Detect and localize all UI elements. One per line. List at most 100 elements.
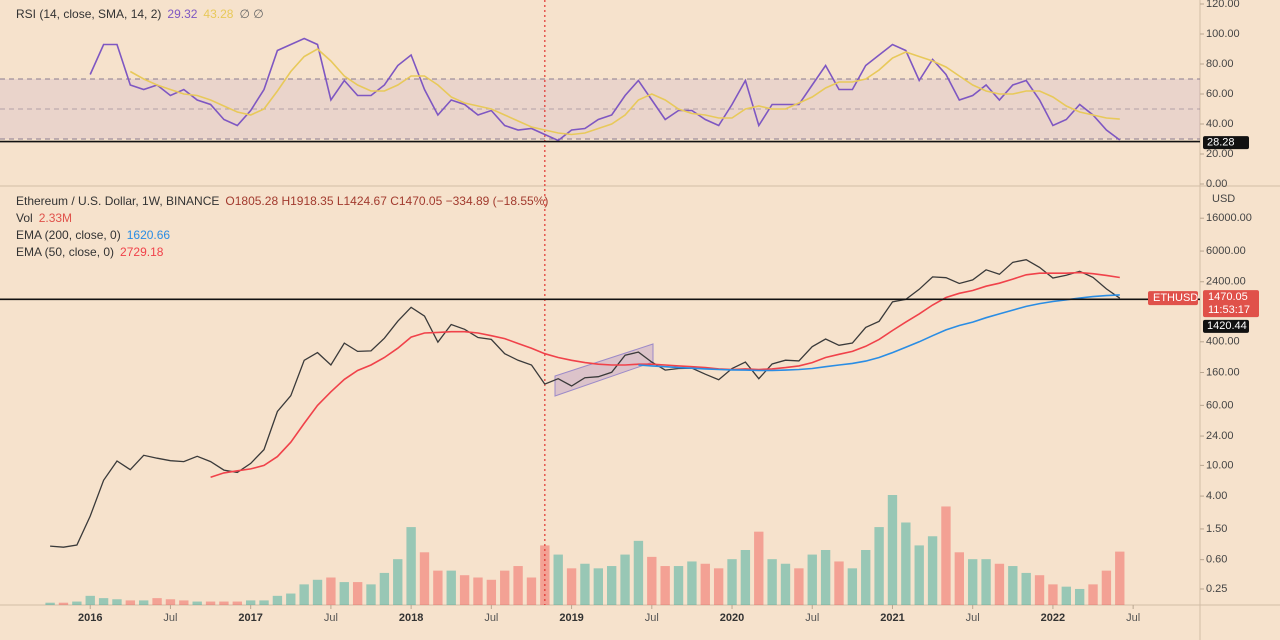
legend-entry: EMA (200, close, 0) 1620.66 [16,227,554,244]
volume-title: Vol [16,211,33,225]
volume-bar [887,495,898,605]
volume-bar [433,570,443,605]
x-tick-label: 2019 [559,612,583,624]
y-tick-label: 40.00 [1206,118,1234,130]
volume-bar [927,536,938,605]
volume-bar [700,563,710,605]
x-tick-label: Jul [1126,612,1140,624]
ema-legend: EMA (200, close, 0) 1620.66 EMA (50, close… [16,227,554,261]
volume-bar [901,522,911,605]
volume-bar [1101,570,1112,605]
price-axis-label: USD [1212,193,1235,205]
volume-bar [807,554,817,605]
volume-bar [459,575,470,605]
volume-bar [259,600,269,605]
volume-bar [406,527,416,605]
volume-bar [713,568,724,605]
volume-bar [1074,588,1085,605]
x-tick-label: 2016 [78,612,102,624]
volume-bar [673,566,684,605]
volume-bar [968,559,978,605]
volume-bar [352,582,363,605]
volume-bar [272,595,283,605]
symbol-title: Ethereum / U.S. Dollar, 1W, BINANCE [16,194,220,208]
y-tick-label: 80.00 [1206,58,1234,70]
volume-bar [834,561,844,605]
volume-bar [165,599,176,605]
x-tick-label: 2018 [399,612,423,624]
volume-bar [393,559,403,605]
volume-bar [339,582,349,605]
y-tick-label: 4.00 [1206,490,1227,502]
x-tick-label: Jul [484,612,498,624]
volume-bar [72,601,82,605]
symbol-tag-bg [1148,291,1198,306]
x-tick-label: Jul [163,612,177,624]
ohlc: O1805.28 H1918.35 L1424.67 C1470.05 −334… [225,194,549,208]
volume-bar [740,550,751,605]
volume-bar [941,506,951,605]
x-tick-label: Jul [645,612,659,624]
x-tick-label: Jul [966,612,980,624]
symbol-tag: ETHUSD [1153,292,1198,304]
plot-layer: 0.00 20.00 40.00 60.00 80.00 100.00 120.00 28.2… [0,0,1259,624]
y-tick-label: 20.00 [1206,148,1234,160]
y-tick-label: 120.00 [1206,0,1240,10]
volume-bar [152,598,162,605]
volume-bar [366,584,376,605]
y-tick-label: 24.00 [1206,430,1234,442]
volume-bar [914,545,924,605]
volume-bar [994,563,1005,605]
volume-bar [647,556,657,605]
volume-bar [981,559,991,605]
volume-bar [179,600,189,605]
volume-bar [45,602,55,605]
y-tick-label: 0.60 [1206,554,1227,566]
y-tick-label: 6000.00 [1206,245,1246,257]
hline-label: 28.28 [1207,136,1235,148]
volume-bar [580,563,590,605]
hline-label: 1420.44 [1207,320,1247,332]
volume-bar [820,550,831,605]
rsi-value: 29.32 [167,7,198,21]
volume-bar [125,600,136,605]
volume-bar [486,579,497,605]
volume-bar [861,550,871,605]
y-tick-label: 400.00 [1206,336,1240,348]
x-tick-label: 2020 [720,612,744,624]
volume-bar [727,559,737,605]
volume-bar [379,572,390,605]
volume-bar [874,527,884,605]
hline-label-bg [1203,136,1249,150]
volume-bar [112,599,122,605]
volume-bar [473,577,483,605]
volume-bar [754,531,764,605]
volume-bar [312,579,323,605]
price-tag: 1470.05 [1208,291,1248,303]
x-tick-label: Jul [324,612,338,624]
volume-bar [847,568,858,605]
volume-bar [526,577,537,605]
volume-bar [299,584,309,605]
volume-bar [85,595,95,605]
hline-label-bg [1203,319,1249,333]
x-tick-label: Jul [805,612,819,624]
legend-value: 2729.18 [120,245,164,259]
volume-value: 2.33M [38,211,73,225]
y-tick-label: 1.50 [1206,523,1227,535]
volume-bar [660,566,670,605]
series-line [129,48,1120,136]
volume-bar [1115,551,1125,605]
volume-bar [1061,586,1071,605]
volume-bar [620,554,630,605]
volume-bar [794,568,804,605]
volume-bar [286,593,296,605]
series-line [638,294,1120,372]
legend-entry: EMA (50, close, 0) 2729.18 [16,244,554,261]
series-line [89,37,1121,142]
y-tick-label: 100.00 [1206,28,1240,40]
volume-bar [633,540,644,605]
volume-bar [1088,584,1098,605]
volume-bar [513,566,523,605]
